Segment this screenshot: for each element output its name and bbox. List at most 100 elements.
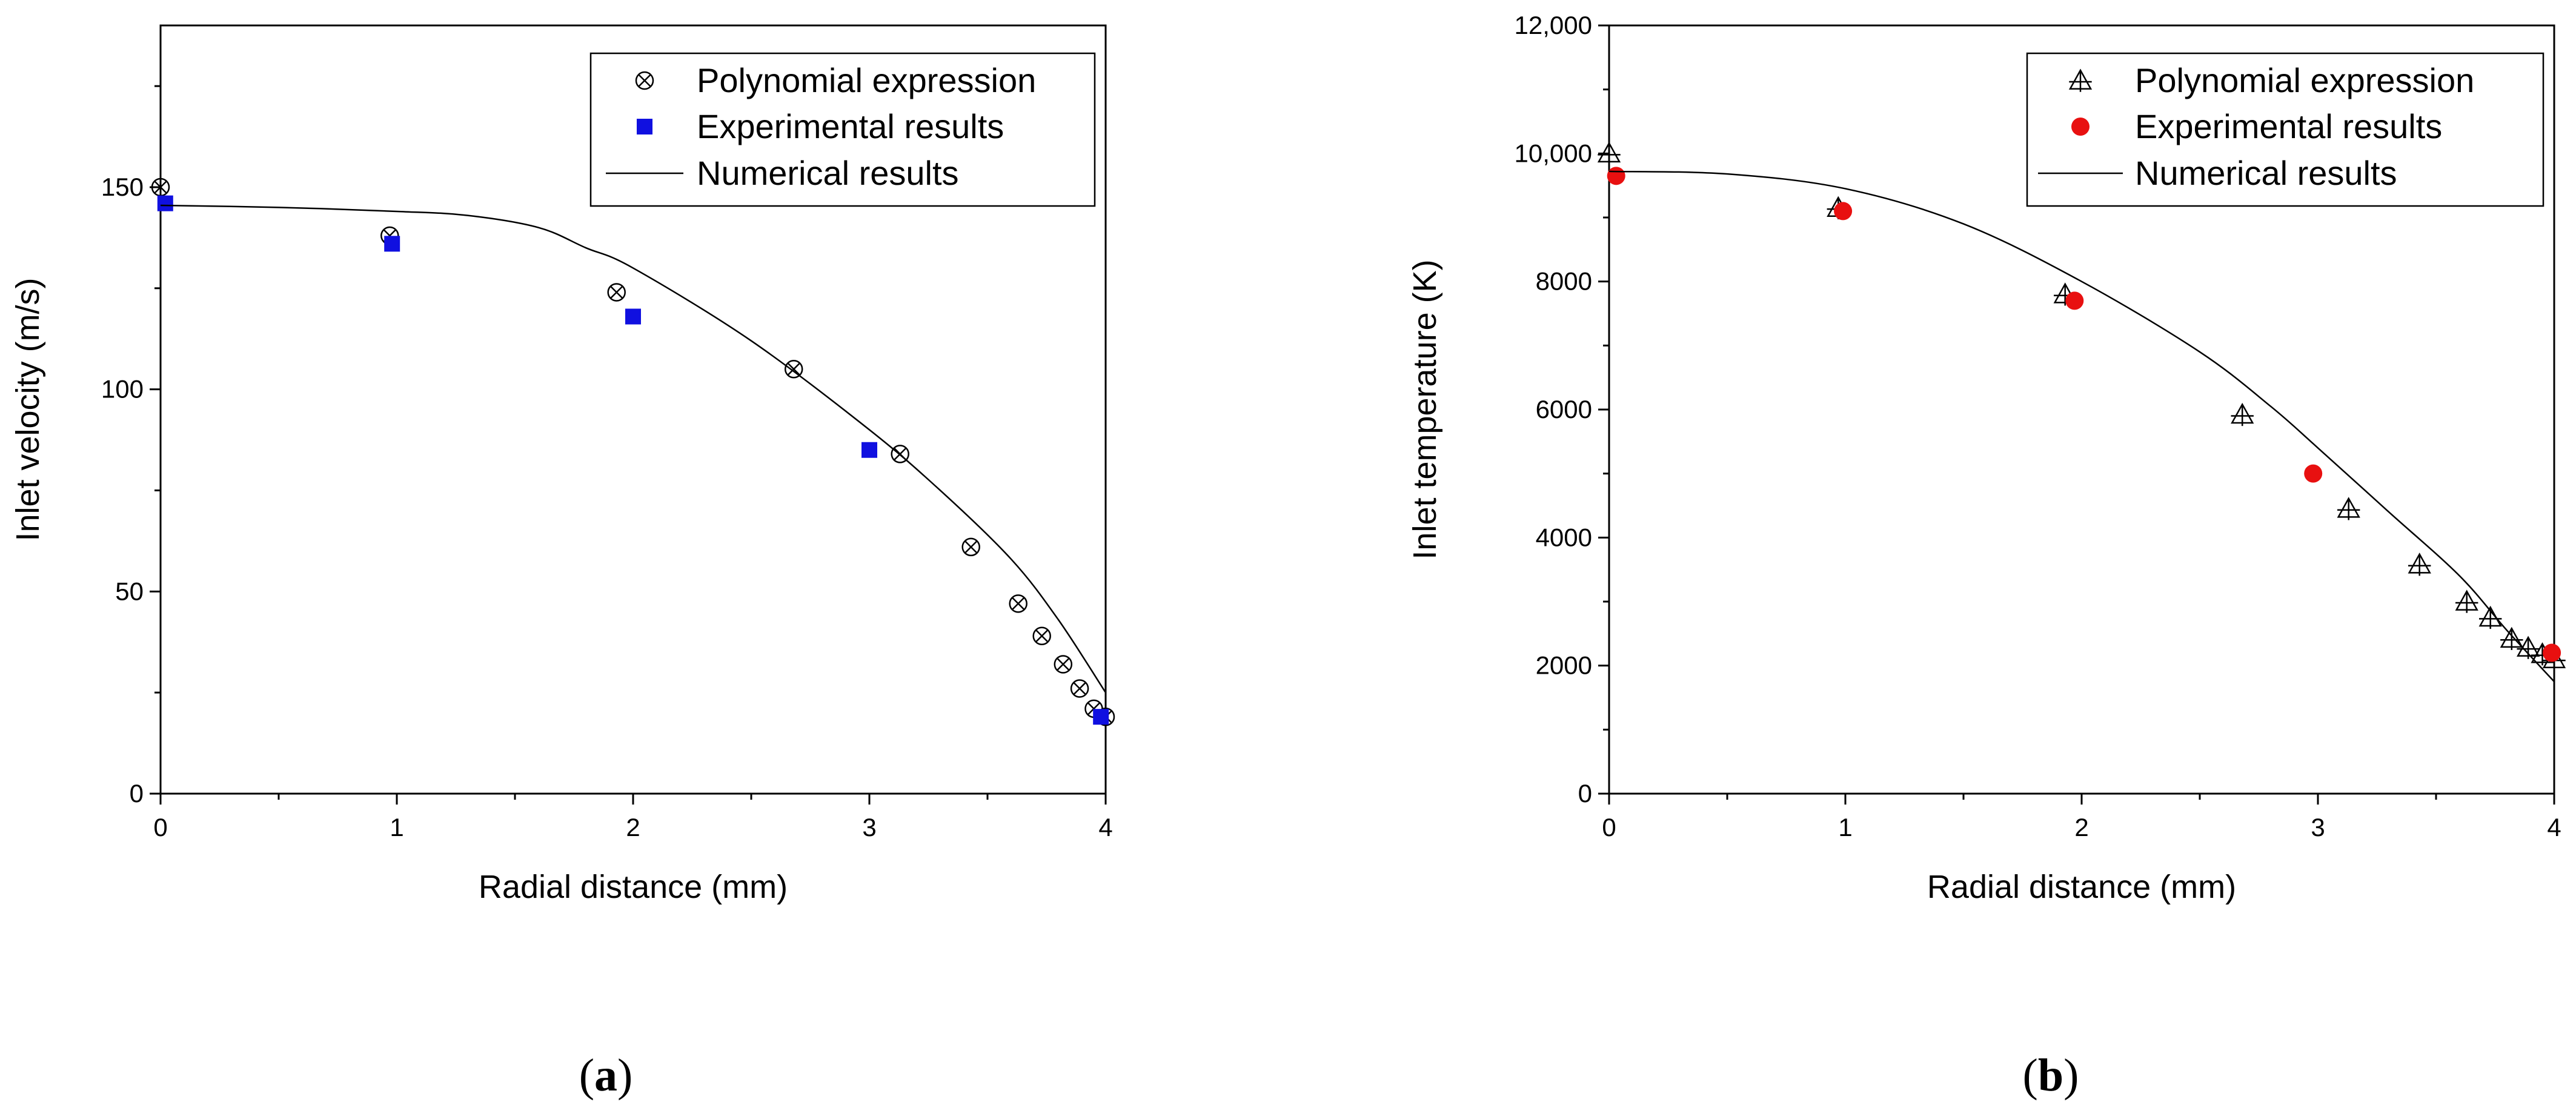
point-polynomial-a-2-x2 — [610, 285, 623, 299]
y-tick-label-b-1: 2000 — [1536, 651, 1592, 680]
point-polynomial-a-2-ring — [607, 283, 626, 302]
series-line-numerical-b — [1608, 170, 2555, 682]
legend-marker-polynomial-b — [2068, 68, 2093, 92]
x-tick-label-b-1: 1 — [1838, 813, 1852, 841]
tick-labels-a: 0 1 2 3 4 0 50 100 150 — [101, 173, 1113, 841]
caption-close-a: ) — [617, 1050, 632, 1101]
point-experimental-a-4 — [1093, 709, 1109, 725]
legend-label-numerical-b: Numerical results — [2135, 154, 2397, 192]
point-polynomial-a-9-x2 — [1073, 682, 1086, 695]
legend-label-polynomial-b: Polynomial expression — [2135, 61, 2474, 99]
legend-a: Polynomial expression Experimental resul… — [589, 52, 1096, 207]
y-tick-label-b-5: 10,000 — [1515, 139, 1592, 167]
point-experimental-a-0 — [157, 195, 173, 211]
y-tick-label-a-2: 100 — [101, 375, 144, 403]
series-line-numerical-a — [160, 204, 1107, 693]
point-experimental-a-1-shape — [384, 236, 400, 252]
point-polynomial-a-5-x2 — [964, 540, 978, 554]
y-tick-label-b-0: 0 — [1578, 779, 1592, 808]
legend-b: Polynomial expression Experimental resul… — [2026, 52, 2544, 207]
point-experimental-a-1 — [384, 236, 400, 252]
x-tick-label-b-4: 4 — [2547, 813, 2561, 841]
legend-symbol-experimental-a — [637, 119, 652, 134]
x-tick-label-a-2: 2 — [626, 813, 640, 841]
legend-frame-a — [589, 52, 1096, 207]
legend-symbol-polynomial-b — [2068, 68, 2093, 92]
caption-b: (b) — [2023, 1050, 2079, 1101]
point-polynomial-b-8 — [2500, 626, 2523, 650]
point-polynomial-a-6-x2 — [1012, 597, 1025, 611]
point-polynomial-a-7-ring — [1032, 626, 1051, 645]
legend-label-experimental-a: Experimental results — [697, 107, 1004, 145]
y-tick-label-a-0: 0 — [130, 779, 144, 808]
x-tick-label-b-2: 2 — [2074, 813, 2088, 841]
point-polynomial-a-3 — [784, 360, 803, 379]
y-tick-label-b-4: 8000 — [1536, 267, 1592, 296]
point-polynomial-a-5-ring — [961, 537, 980, 557]
point-polynomial-a-4-ring — [891, 445, 909, 463]
legend-symbol-experimental-b-dot — [2071, 118, 2090, 136]
x-tick-label-a-1: 1 — [390, 813, 403, 841]
x-tick-label-b-0: 0 — [1602, 813, 1616, 841]
legend-symbol-polynomial-a — [635, 71, 654, 90]
legend-symbol-experimental-b — [2071, 118, 2090, 136]
caption-open-a: ( — [579, 1050, 594, 1101]
point-experimental-b-4 — [2543, 643, 2561, 662]
point-polynomial-a-7-x2 — [1035, 629, 1049, 643]
tick-labels-b: 0 1 2 3 4 0 2000 4000 6000 8000 10,000 12,000 — [1515, 11, 2561, 841]
caption-a: (a) — [579, 1050, 633, 1101]
x-tick-label-b-3: 3 — [2311, 813, 2325, 841]
point-experimental-a-0-shape — [157, 195, 173, 211]
point-experimental-a-2-shape — [625, 308, 641, 325]
point-polynomial-a-8-ring — [1054, 655, 1073, 674]
point-experimental-b-2-dot — [2065, 291, 2084, 310]
caption-open-b: ( — [2023, 1050, 2038, 1101]
y-axis-title-a: Inlet velocity (m/s) — [10, 277, 46, 541]
point-experimental-b-0-dot — [1607, 167, 1625, 185]
point-experimental-b-2 — [2065, 291, 2084, 310]
x-axis-title-b: Radial distance (mm) — [1927, 869, 2236, 905]
axis-ticks-b — [1598, 24, 2555, 805]
legend-marker-experimental-a — [637, 119, 652, 134]
legend-symbol-polynomial-a-ring — [635, 71, 654, 90]
point-polynomial-a-0-x2 — [154, 181, 167, 194]
legend-label-polynomial-a: Polynomial expression — [697, 61, 1036, 99]
point-experimental-b-4-dot — [2543, 643, 2561, 662]
point-experimental-a-3-shape — [861, 442, 877, 458]
point-polynomial-a-8 — [1054, 655, 1073, 674]
x-tick-label-a-3: 3 — [862, 813, 876, 841]
point-polynomial-a-7 — [1032, 626, 1051, 645]
legend-label-experimental-b: Experimental results — [2135, 107, 2442, 145]
point-polynomial-a-9 — [1070, 679, 1089, 698]
point-polynomial-b-9 — [2516, 636, 2540, 659]
point-polynomial-a-6 — [1009, 594, 1027, 613]
y-tick-label-a-1: 50 — [115, 577, 144, 605]
legend-frame-b — [2026, 52, 2544, 207]
legend-symbol-polynomial-a-x2 — [638, 74, 651, 87]
x-tick-label-a-4: 4 — [1098, 813, 1112, 841]
y-tick-label-a-3: 150 — [101, 173, 144, 201]
panel-a: 0 1 2 3 4 0 50 100 150 Radial distance (mm) Inle… — [10, 24, 1115, 1101]
y-tick-label-b-3: 6000 — [1536, 395, 1592, 423]
plot-area-a — [151, 178, 1115, 726]
panel-b: 0 1 2 3 4 0 2000 4000 6000 8000 10,000 12,000 Radia… — [1407, 11, 2566, 1101]
point-experimental-a-2 — [625, 308, 641, 325]
point-polynomial-b-6 — [2455, 589, 2478, 613]
point-polynomial-a-5 — [961, 537, 980, 557]
legend-marker-polynomial-a — [635, 71, 654, 90]
point-experimental-b-3 — [2304, 464, 2323, 483]
y-tick-label-b-2: 4000 — [1536, 523, 1592, 551]
point-polynomial-a-6-ring — [1009, 594, 1027, 613]
point-polynomial-b-0 — [1597, 141, 1621, 165]
caption-letter-a: a — [594, 1050, 617, 1101]
caption-letter-b: b — [2038, 1050, 2063, 1101]
point-experimental-b-3-dot — [2304, 464, 2323, 483]
x-tick-label-a-0: 0 — [153, 813, 167, 841]
point-polynomial-a-9-ring — [1070, 679, 1089, 698]
point-polynomial-b-3 — [2231, 402, 2254, 427]
point-experimental-b-1-dot — [1834, 202, 1853, 221]
caption-close-b: ) — [2063, 1050, 2079, 1101]
point-polynomial-a-3-x2 — [787, 362, 800, 376]
y-axis-title-b: Inlet temperature (K) — [1407, 259, 1443, 559]
